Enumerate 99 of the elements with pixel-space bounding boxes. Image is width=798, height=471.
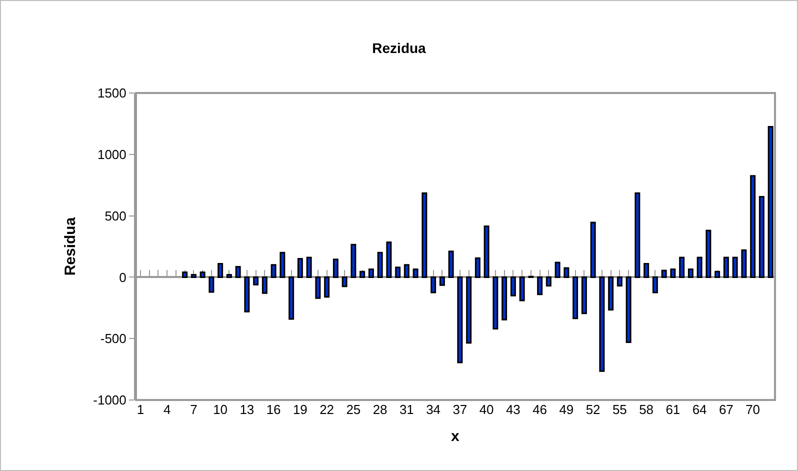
bar — [537, 276, 543, 296]
bar — [546, 276, 552, 287]
bar — [448, 250, 454, 278]
bar — [350, 244, 356, 278]
x-axis-title: x — [451, 428, 460, 445]
bar — [270, 264, 276, 278]
x-tick-label: 13 — [240, 402, 254, 417]
bar — [368, 268, 374, 278]
y-tick-label: 1500 — [97, 86, 126, 101]
x-tick-label: 1 — [136, 402, 144, 417]
x-tick-label: 28 — [372, 402, 388, 417]
bar — [253, 276, 259, 286]
x-tick-label: 64 — [692, 402, 707, 417]
bar — [324, 276, 330, 298]
x-tick-label: 52 — [586, 402, 600, 417]
x-tick-label: 67 — [718, 402, 734, 417]
bar — [262, 276, 268, 294]
x-tick-label: 70 — [746, 402, 760, 417]
x-tick-label: 49 — [559, 402, 574, 417]
bar — [758, 196, 764, 278]
bar — [502, 276, 508, 320]
x-tick-label: 19 — [292, 402, 308, 417]
x-tick-label: 4 — [163, 402, 171, 417]
bar — [226, 274, 232, 278]
bar — [218, 262, 224, 278]
bar — [590, 222, 596, 278]
y-tick-label: -1000 — [93, 392, 126, 408]
bar — [244, 276, 250, 312]
x-tick-label: 46 — [532, 402, 548, 417]
bar — [510, 276, 516, 296]
x-tick-label: 10 — [213, 402, 228, 417]
bar — [768, 126, 774, 278]
x-tick-label: 55 — [612, 402, 627, 417]
bar — [679, 256, 685, 278]
bar — [696, 256, 702, 278]
bar — [377, 252, 383, 278]
bar — [360, 270, 366, 278]
bar — [342, 276, 348, 288]
chart-title: Rezidua — [372, 40, 426, 56]
x-tick-label: 25 — [346, 402, 361, 417]
bar — [306, 256, 312, 278]
y-tick-label: -500 — [100, 331, 126, 346]
bar — [280, 252, 286, 278]
bar — [182, 272, 188, 278]
y-tick-label: 500 — [104, 208, 126, 224]
x-tick-label: 40 — [479, 402, 494, 417]
bar — [466, 276, 472, 344]
x-tick-label: 16 — [266, 402, 281, 417]
bar — [439, 276, 445, 286]
bar — [599, 276, 605, 372]
x-tick-label: 43 — [506, 402, 520, 417]
bar — [404, 264, 410, 278]
bar — [554, 262, 560, 278]
bar — [395, 266, 401, 278]
bar — [430, 276, 436, 294]
bar — [634, 192, 640, 278]
bar — [608, 276, 614, 310]
bar — [315, 276, 321, 299]
bar — [412, 268, 418, 278]
bar — [332, 258, 338, 278]
x-tick-label: 61 — [666, 402, 680, 417]
bar — [661, 270, 667, 278]
bar — [235, 266, 241, 278]
y-axis-title: Residua — [62, 216, 79, 276]
bar — [644, 262, 650, 278]
bar — [688, 268, 694, 278]
bar — [581, 276, 587, 314]
x-tick-label: 37 — [452, 402, 468, 417]
bar — [564, 267, 570, 278]
bar — [616, 276, 622, 287]
bar — [732, 256, 738, 278]
y-tick-label: 0 — [119, 270, 126, 285]
bar — [208, 276, 214, 293]
bar — [714, 270, 720, 278]
x-tick-label: 7 — [190, 402, 198, 417]
bar — [519, 276, 525, 302]
x-tick-label: 58 — [639, 402, 654, 417]
bar — [474, 257, 480, 278]
bar — [422, 192, 428, 278]
bar — [652, 276, 658, 294]
bar — [706, 230, 712, 278]
bar — [741, 249, 747, 278]
x-tick-label: 34 — [426, 402, 441, 417]
bar — [492, 276, 498, 330]
bar — [288, 276, 294, 320]
bar — [723, 256, 729, 278]
bar — [457, 276, 463, 364]
bar — [386, 241, 392, 278]
bar — [484, 225, 490, 278]
bar — [200, 272, 206, 278]
x-tick-label: 22 — [320, 402, 334, 417]
bar — [626, 276, 632, 344]
bar — [572, 276, 578, 320]
bar — [297, 258, 303, 278]
bar — [750, 175, 756, 278]
y-tick-label: 1000 — [97, 146, 126, 162]
x-tick-label: 31 — [399, 402, 414, 417]
bar — [190, 274, 196, 278]
bar — [670, 268, 676, 278]
